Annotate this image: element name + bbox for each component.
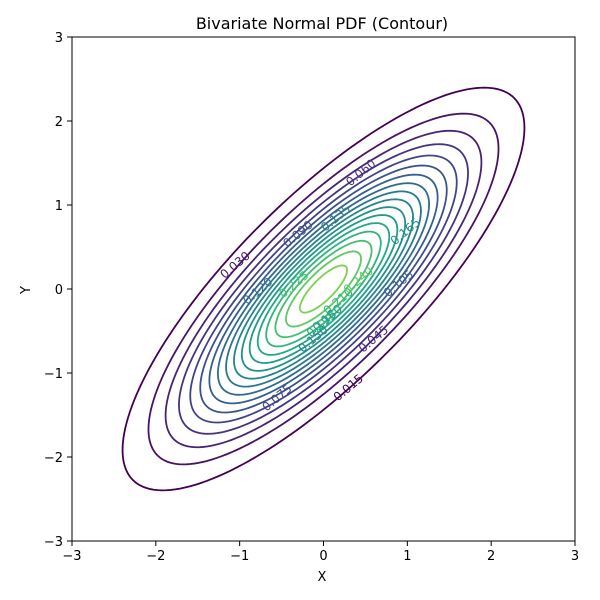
x-tick-label: −2 [146,549,165,564]
x-tick-label: 1 [403,549,411,564]
contour-line-13 [265,230,382,348]
y-tick-label: −3 [44,535,63,550]
x-tick-label: −3 [62,549,81,564]
y-tick-label: 3 [55,31,63,46]
y-tick-label: −1 [44,367,63,382]
contour-line-16 [299,264,348,314]
contour-line-2 [164,129,483,449]
contour-line-1 [147,112,500,466]
y-axis: −3 −2 −1 0 1 2 3 [44,31,72,550]
x-tick-label: −1 [230,549,249,564]
x-tick-label: 3 [571,549,579,564]
x-tick-label: 0 [319,549,327,564]
chart-title: Bivariate Normal PDF (Contour) [196,14,448,33]
x-axis: −3 −2 −1 0 1 2 3 [62,541,579,564]
contour-line-3 [178,143,469,435]
contour-line-9 [233,198,414,380]
contour-line-8 [225,190,422,388]
contour-line-11 [248,214,399,364]
contour-line-15 [285,250,362,328]
contour-line-0 [121,86,526,492]
y-tick-label: −2 [44,451,63,466]
contour-line-14 [274,239,373,339]
contour-line-10 [240,206,407,372]
x-tick-label: 2 [487,549,495,564]
y-axis-label: Y [19,286,34,295]
contour-line-6 [208,173,439,405]
contour-line-5 [199,164,448,414]
contour-line-12 [256,222,391,356]
contour-line-7 [217,182,430,396]
x-axis-label: X [318,570,327,585]
y-tick-label: 2 [55,115,63,130]
contour-lines [121,86,526,492]
y-tick-label: 1 [55,199,63,214]
y-tick-label: 0 [55,283,63,298]
contour-line-4 [189,154,458,424]
